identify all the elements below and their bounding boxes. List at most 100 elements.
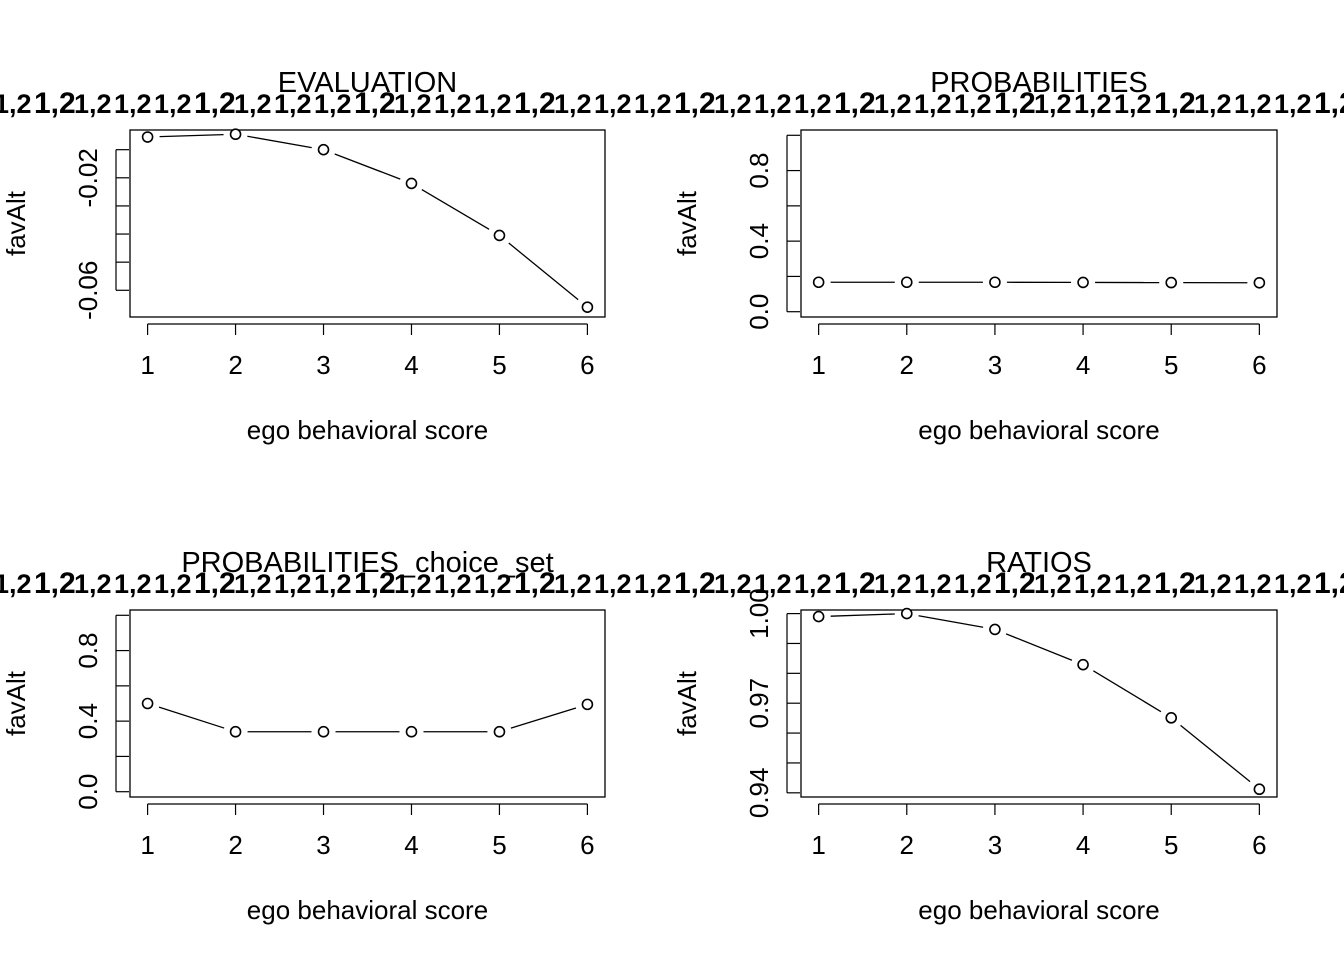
series-line-segment [1180, 724, 1251, 783]
y-tick-label: 0.4 [744, 223, 774, 259]
subtitle-text: 1,2 [1034, 569, 1072, 599]
subtitle-text: 1,2 [34, 87, 76, 120]
data-point [1165, 276, 1178, 289]
subtitle-text: 1,2 [954, 89, 992, 119]
subtitle-text: 1,2 [834, 567, 876, 600]
subtitle-text: 1,2 [1234, 89, 1272, 119]
x-tick-label: 2 [900, 350, 914, 380]
subtitle-row-2: 1,2 1,21,2 1,2 1,2 1,21,2 1,2 1,2 1,21,2 1,2 1,2 1… [0, 567, 1344, 600]
subtitle-text: 1,2 [594, 89, 632, 119]
subtitle-text: 1,2 [474, 569, 512, 599]
x-tick-label: 2 [900, 830, 914, 860]
x-tick-label: 2 [228, 350, 242, 380]
x-tick-label: 4 [404, 350, 418, 380]
series-line-segment [508, 242, 579, 301]
data-point [812, 610, 825, 623]
subtitle-text: 1,2 [354, 87, 396, 120]
subtitle-text: 1,2 [1274, 89, 1312, 119]
data-point [405, 725, 418, 738]
data-point [900, 276, 913, 289]
y-tick-label: -0.02 [73, 148, 103, 207]
subtitle-text: 1,2 [1314, 567, 1344, 600]
x-axis-label: ego behavioral score [247, 895, 488, 925]
chart-title: EVALUATION [278, 67, 457, 99]
plot-box [800, 609, 1278, 798]
data-point [1077, 276, 1089, 289]
subtitle-text: 1,2 [74, 89, 112, 119]
data-point [989, 623, 1001, 636]
subtitle-text: 1,2 [234, 569, 272, 599]
subtitle-text: 1,2 [114, 569, 152, 599]
subtitle-text: 1,2 [674, 567, 716, 600]
x-tick-label: 4 [1076, 350, 1090, 380]
subtitle-text: 1,2 [1234, 569, 1272, 599]
subtitle-text: 1,2 [634, 89, 672, 119]
y-tick-label: -0.06 [73, 261, 103, 320]
series-line-segment [158, 706, 225, 729]
subtitle-text: 1,2 [514, 87, 556, 120]
x-tick-label: 3 [988, 830, 1002, 860]
y-tick-label: 0.97 [744, 678, 774, 729]
subtitle-text: 1,2 [954, 569, 992, 599]
subtitle-text: 1,2 [994, 567, 1036, 600]
subtitle-text: 1,2 [114, 89, 152, 119]
subtitle-text: 1,2 [74, 569, 112, 599]
panel-1: EVALUATION 1 2 3 4 5 6 ego behavioral score -0.0… [1, 67, 606, 445]
chart-title: RATIOS [986, 547, 1092, 579]
plot-box [800, 129, 1278, 318]
data-point [581, 301, 594, 313]
data-point [581, 698, 594, 711]
subtitle-text: 1,2 [1314, 87, 1344, 120]
subtitle-text: 1,2 [514, 567, 556, 600]
data-point [1165, 712, 1178, 724]
subtitle-text: 1,2 [874, 569, 912, 599]
chart-title: PROBABILITIES [930, 67, 1148, 99]
series-line-segment [510, 707, 577, 729]
subtitle-text: 1,2 [1194, 569, 1232, 599]
subtitle-text: 1,2 [314, 89, 352, 119]
x-tick-label: 5 [1164, 830, 1178, 860]
series-line-segment [1093, 670, 1162, 713]
x-tick-label: 1 [140, 830, 154, 860]
subtitle-text: 1,2 [394, 569, 432, 599]
subtitle-text: 1,2 [794, 89, 832, 119]
x-axis-label: ego behavioral score [247, 415, 488, 445]
subtitle-text: 1,2 [34, 567, 76, 600]
y-tick-label: 0.8 [73, 632, 103, 668]
subtitle-text: 1,2 [154, 569, 192, 599]
x-tick-label: 5 [492, 830, 506, 860]
data-point [493, 229, 506, 242]
subtitle-text: 1,2 [1194, 89, 1232, 119]
subtitle-text: 1,2 [394, 89, 432, 119]
subtitle-text: 1,2 [274, 89, 312, 119]
subtitle-text: 1,2 [0, 569, 32, 599]
y-axis-label: favAlt [672, 670, 702, 736]
y-tick-label: 0.4 [73, 703, 103, 739]
x-tick-label: 2 [228, 830, 242, 860]
x-tick-label: 1 [140, 350, 154, 380]
subtitle-text: 1,2 [714, 89, 752, 119]
data-point [317, 143, 330, 156]
series-line-segment [159, 133, 224, 138]
x-tick-label: 1 [811, 350, 825, 380]
subtitle-text: 1,2 [354, 567, 396, 600]
data-point [141, 131, 154, 143]
data-point [141, 697, 154, 710]
y-tick-label: 0.0 [744, 294, 774, 330]
subtitle-text: 1,2 [194, 567, 236, 600]
series-line-segment [334, 153, 401, 180]
x-tick-label: 1 [811, 830, 825, 860]
y-tick-label: 0.8 [744, 152, 774, 188]
series-line-segment [918, 615, 984, 628]
subtitle-text: 1,2 [994, 87, 1036, 120]
subtitle-text: 1,2 [1034, 89, 1072, 119]
subtitle-text: 1,2 [634, 569, 672, 599]
series-line-segment [830, 613, 895, 617]
y-tick-label: 1.00 [744, 588, 774, 639]
subtitle-text: 1,2 [1074, 89, 1112, 119]
x-tick-label: 6 [1252, 830, 1266, 860]
subtitle-text: 1,2 [434, 569, 472, 599]
panel-3: PROBABILITIES_choice_set 1 2 3 4 5 6 ego behavi… [1, 547, 606, 925]
series-line-segment [421, 188, 490, 230]
